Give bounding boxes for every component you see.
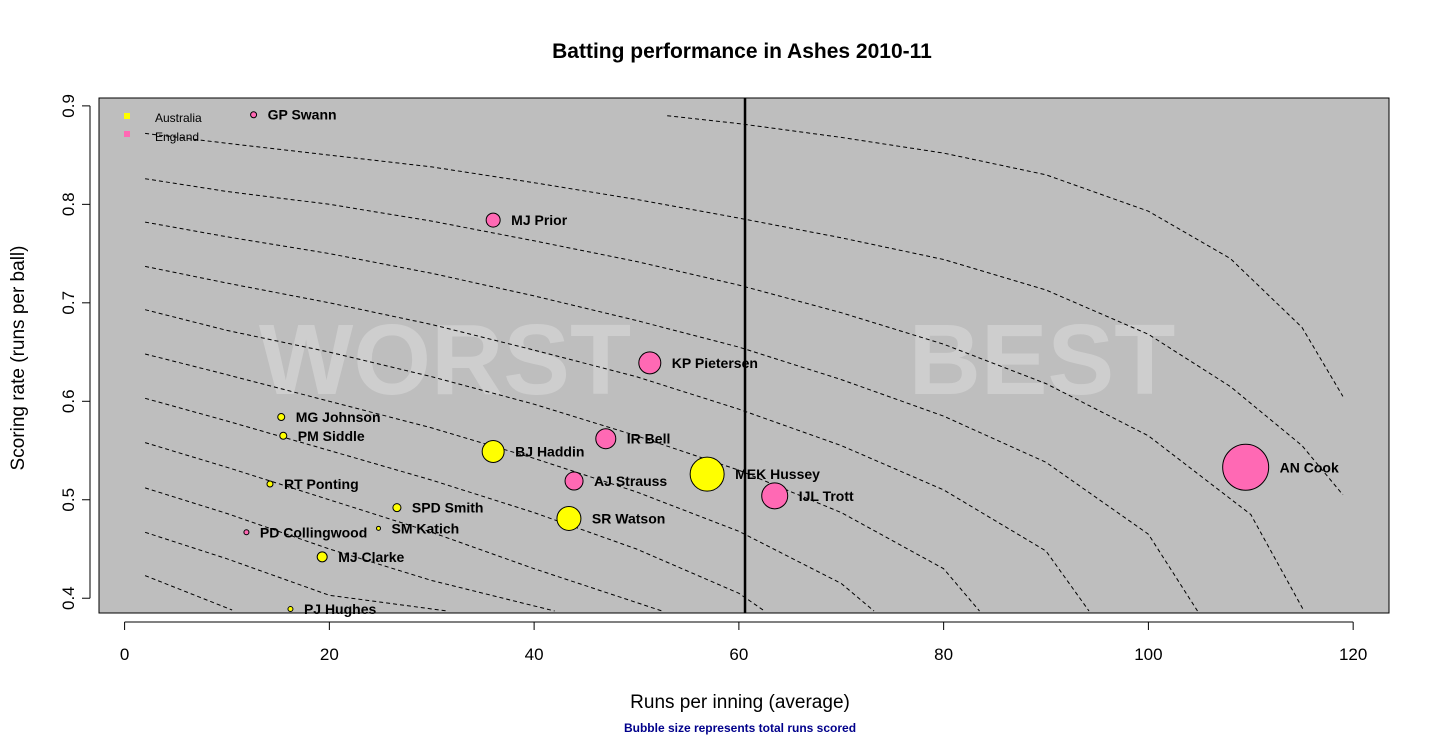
watermark-best: BEST [909, 304, 1176, 416]
label-sm-katich: SM Katich [392, 520, 460, 536]
label-kp-pietersen: KP Pietersen [672, 355, 758, 371]
y-axis-label: Scoring rate (runs per ball) [8, 246, 29, 471]
contour-line-2 [144, 531, 448, 612]
contour-line-10 [145, 178, 1305, 612]
plot-border [98, 97, 1390, 614]
contour-line-12 [667, 115, 1344, 397]
contour-lines [144, 115, 1344, 612]
bubble-pj-hughes [287, 606, 294, 613]
bubble-aj-strauss [564, 471, 584, 491]
data-points [243, 111, 1270, 613]
contour-line-8 [145, 265, 1090, 612]
contour-line-1 [144, 575, 233, 611]
y-tick-label-0.8: 0.8 [59, 192, 78, 216]
point-labels: GP Swann MJ Prior KP Pietersen MG Johnson PM… [260, 107, 1339, 617]
contour-line-11 [145, 132, 1344, 496]
bubble-mj-prior [485, 212, 501, 228]
bubble-rt-ponting [266, 480, 274, 488]
chart-caption: Bubble size represents total runs scored [624, 721, 856, 735]
label-mg-johnson: MG Johnson [296, 409, 381, 425]
label-pm-siddle: PM Siddle [298, 428, 365, 444]
y-axis: 0.4 0.5 0.6 0.7 0.8 0.9 [59, 94, 91, 610]
x-axis-label: Runs per inning (average) [630, 692, 850, 713]
y-tick-label-0.5: 0.5 [59, 488, 78, 512]
label-pd-collingwood: PD Collingwood [260, 524, 367, 540]
x-tick-label-120: 120 [1339, 645, 1367, 664]
contour-line-7 [144, 309, 980, 612]
legend-label-australia: Australia [155, 111, 202, 125]
x-tick-label-60: 60 [729, 645, 748, 664]
contour-line-9 [145, 221, 1198, 612]
y-tick-label-0.9: 0.9 [59, 94, 78, 118]
x-tick-label-0: 0 [120, 645, 129, 664]
bubble-kp-pietersen [638, 351, 662, 375]
label-bj-haddin: BJ Haddin [515, 444, 584, 460]
contour-line-4 [144, 442, 663, 612]
chart-title: Batting performance in Ashes 2010-11 [552, 40, 932, 63]
contour-line-3 [144, 487, 555, 612]
bubble-sr-watson [556, 505, 582, 531]
bubble-ir-bell [595, 428, 617, 450]
y-tick-label-0.7: 0.7 [59, 291, 78, 315]
bubble-pm-siddle [279, 431, 288, 440]
x-tick-label-100: 100 [1134, 645, 1162, 664]
bubble-sm-katich [376, 525, 381, 531]
bubble-gp-swann [250, 111, 258, 119]
legend-swatch-england [124, 131, 130, 137]
label-rt-ponting: RT Ponting [284, 476, 359, 492]
y-tick-label-0.6: 0.6 [59, 389, 78, 413]
x-tick-label-80: 80 [934, 645, 953, 664]
legend: Australia England [124, 111, 202, 144]
label-gp-swann: GP Swann [268, 107, 337, 123]
bubble-an-cook [1222, 443, 1270, 491]
bubble-bj-haddin [481, 440, 505, 464]
label-an-cook: AN Cook [1280, 459, 1339, 475]
bubble-mek-hussey [689, 456, 725, 492]
x-axis: 0 20 40 60 80 100 120 [120, 621, 1367, 664]
label-sr-watson: SR Watson [592, 510, 665, 526]
y-tick-label-0.4: 0.4 [59, 586, 78, 610]
watermark-group: WORST BEST [259, 304, 1175, 416]
label-aj-strauss: AJ Strauss [594, 473, 667, 489]
label-mj-prior: MJ Prior [511, 212, 568, 228]
bubble-pd-collingwood [243, 529, 250, 536]
label-spd-smith: SPD Smith [412, 500, 484, 516]
bubble-ijl-trott [761, 482, 789, 510]
contour-line-5 [144, 397, 765, 612]
contour-line-6 [144, 353, 875, 612]
label-mj-clarke: MJ Clarke [338, 549, 404, 565]
label-ir-bell: IR Bell [627, 431, 671, 447]
x-tick-label-40: 40 [525, 645, 544, 664]
bubble-spd-smith [392, 503, 402, 513]
x-tick-label-20: 20 [320, 645, 339, 664]
bubble-mg-johnson [277, 413, 286, 422]
legend-label-england: England [155, 130, 199, 144]
label-mek-hussey: MEK Hussey [735, 466, 820, 482]
watermark-worst: WORST [259, 304, 631, 416]
label-ijl-trott: IJL Trott [799, 488, 854, 504]
label-pj-hughes: PJ Hughes [304, 601, 377, 617]
legend-swatch-australia [124, 113, 130, 119]
bubble-mj-clarke [316, 551, 328, 563]
